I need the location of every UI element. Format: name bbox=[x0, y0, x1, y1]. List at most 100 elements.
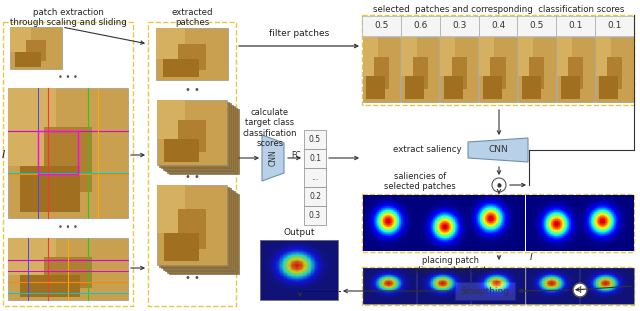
Text: I: I bbox=[2, 150, 5, 160]
Bar bbox=[401, 16, 440, 36]
Bar bbox=[413, 57, 428, 89]
Text: 0.4: 0.4 bbox=[491, 21, 505, 30]
Bar bbox=[417, 268, 470, 304]
Bar bbox=[362, 15, 634, 105]
Text: FC: FC bbox=[291, 151, 301, 160]
Bar bbox=[164, 139, 199, 162]
Bar bbox=[557, 37, 595, 102]
Bar bbox=[10, 27, 62, 69]
Bar bbox=[517, 16, 556, 36]
Bar bbox=[169, 194, 239, 274]
Circle shape bbox=[492, 178, 506, 192]
Bar bbox=[362, 16, 401, 36]
Bar bbox=[260, 240, 338, 300]
Bar bbox=[44, 127, 92, 192]
Bar bbox=[479, 37, 494, 76]
Text: calculate
target class
classification
scores: calculate target class classification sc… bbox=[243, 108, 297, 148]
Bar bbox=[362, 37, 378, 76]
Text: 0.5: 0.5 bbox=[374, 21, 388, 30]
Bar bbox=[178, 209, 206, 249]
Bar bbox=[165, 106, 235, 171]
Bar bbox=[595, 16, 634, 36]
Bar bbox=[167, 108, 237, 173]
Bar bbox=[10, 27, 31, 52]
Bar bbox=[471, 268, 525, 304]
Bar bbox=[38, 131, 78, 174]
Bar bbox=[148, 22, 236, 306]
Text: 0.5: 0.5 bbox=[309, 135, 321, 144]
Text: • • •: • • • bbox=[58, 224, 78, 233]
Bar bbox=[596, 37, 611, 76]
Bar bbox=[167, 193, 237, 272]
Bar bbox=[178, 44, 206, 70]
Bar bbox=[483, 76, 502, 99]
Bar bbox=[304, 149, 326, 168]
Text: 0.5: 0.5 bbox=[530, 21, 544, 30]
Bar bbox=[260, 240, 338, 300]
Bar bbox=[440, 37, 478, 102]
Bar bbox=[362, 194, 634, 252]
Bar bbox=[304, 168, 326, 187]
Bar bbox=[161, 103, 231, 168]
Text: patch extraction
through scaling and sliding: patch extraction through scaling and sli… bbox=[10, 8, 126, 27]
Bar bbox=[401, 37, 417, 76]
Bar bbox=[580, 268, 634, 304]
Bar bbox=[304, 130, 326, 149]
Bar bbox=[8, 238, 56, 275]
Text: 0.3: 0.3 bbox=[309, 211, 321, 220]
Bar bbox=[452, 57, 467, 89]
Bar bbox=[304, 187, 326, 206]
Bar bbox=[444, 76, 463, 99]
Bar bbox=[26, 39, 47, 61]
Bar bbox=[157, 185, 227, 265]
Text: ...: ... bbox=[312, 173, 319, 182]
Bar bbox=[169, 109, 239, 174]
Polygon shape bbox=[468, 138, 528, 162]
Bar bbox=[455, 282, 515, 300]
Bar bbox=[596, 37, 634, 102]
Bar bbox=[165, 191, 235, 271]
Polygon shape bbox=[262, 135, 284, 181]
Bar bbox=[518, 37, 556, 102]
Bar bbox=[362, 268, 416, 304]
Bar bbox=[522, 76, 541, 99]
Bar bbox=[405, 76, 424, 99]
Bar bbox=[440, 37, 455, 76]
Bar bbox=[159, 101, 229, 166]
Text: 0.6: 0.6 bbox=[413, 21, 428, 30]
Bar bbox=[607, 57, 622, 89]
Bar bbox=[479, 37, 517, 102]
Bar bbox=[401, 37, 439, 102]
Text: • • •: • • • bbox=[58, 72, 78, 81]
Text: ·: · bbox=[497, 178, 501, 192]
Circle shape bbox=[573, 283, 587, 297]
Bar bbox=[8, 88, 56, 166]
Bar bbox=[304, 206, 326, 225]
Bar bbox=[561, 76, 579, 99]
Text: 0.1: 0.1 bbox=[607, 21, 621, 30]
Bar bbox=[374, 57, 389, 89]
Bar bbox=[44, 257, 92, 288]
Text: Output: Output bbox=[284, 228, 315, 237]
Bar bbox=[157, 100, 227, 165]
Bar bbox=[178, 119, 206, 152]
Bar bbox=[8, 238, 128, 300]
Bar bbox=[3, 22, 133, 306]
Bar bbox=[164, 233, 199, 261]
Bar bbox=[157, 100, 185, 139]
Text: filter patches: filter patches bbox=[269, 29, 329, 38]
Text: extracted
patches: extracted patches bbox=[172, 8, 212, 27]
Bar bbox=[20, 275, 80, 297]
Bar bbox=[362, 267, 634, 305]
Bar bbox=[362, 37, 401, 102]
Text: 0.1: 0.1 bbox=[309, 154, 321, 163]
Bar bbox=[159, 187, 229, 267]
Bar bbox=[557, 37, 572, 76]
Text: 0.2: 0.2 bbox=[309, 192, 321, 201]
Text: saliencies of
selected patches: saliencies of selected patches bbox=[384, 172, 456, 191]
Bar bbox=[156, 28, 185, 59]
Text: 0.3: 0.3 bbox=[452, 21, 467, 30]
Bar bbox=[156, 28, 228, 80]
Text: extract saliency: extract saliency bbox=[394, 146, 462, 155]
Text: • •: • • bbox=[184, 85, 200, 95]
